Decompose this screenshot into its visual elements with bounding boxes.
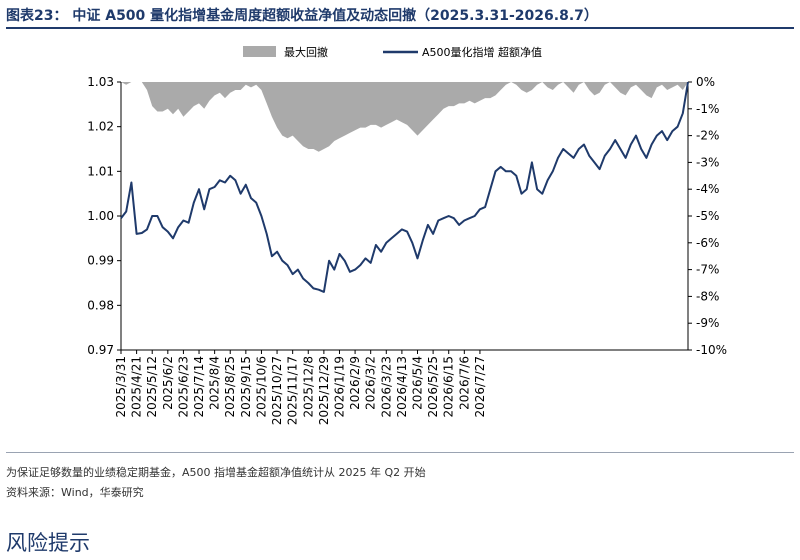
legend-swatch-drawdown — [243, 46, 276, 57]
y-right-tick-label: -6% — [696, 236, 719, 250]
y-left-tick-label: 0.99 — [87, 254, 114, 268]
title-divider — [6, 27, 794, 29]
x-tick-label: 2025/3/31 — [114, 356, 128, 418]
legend-label-drawdown: 最大回撤 — [284, 45, 328, 59]
series-nav-line — [120, 81, 689, 293]
plot-area: 0.97 0.98 0.99 1.00 1.01 1.02 1.03 0% -1% -2% -3% -… — [87, 75, 727, 425]
y-left-tick-label: 0.98 — [87, 298, 114, 312]
x-tick-label: 2025/8/4 — [208, 356, 222, 410]
x-tick-label: 2026/6/15 — [442, 356, 456, 418]
x-tick-label: 2026/1/19 — [332, 356, 346, 418]
y-left-tick-label: 0.97 — [87, 343, 114, 357]
series-drawdown-area — [121, 82, 688, 152]
x-tick-label: 2025/12/29 — [317, 356, 331, 425]
x-tick-label: 2025/10/27 — [270, 356, 284, 425]
y-right-tick-label: 0% — [696, 75, 715, 89]
y-right-tick-label: -2% — [696, 129, 719, 143]
figure-title: 图表23： 中证 A500 量化指增基金周度超额收益净值及动态回撤（2025.3… — [6, 8, 598, 24]
x-tick-label: 2025/6/2 — [161, 356, 175, 410]
x-tick-label: 2026/4/13 — [395, 356, 409, 418]
x-tick-label: 2026/3/23 — [379, 356, 393, 418]
legend-label-nav: A500量化指增 超额净值 — [422, 45, 542, 59]
y-right-tick-label: -9% — [696, 316, 719, 330]
x-tick-label: 2026/7/6 — [457, 356, 471, 410]
y-right-tick-label: -1% — [696, 102, 719, 116]
x-tick-label: 2025/9/15 — [239, 356, 253, 418]
footer-divider — [6, 452, 794, 453]
source-note: 资料来源：Wind，华泰研究 — [6, 486, 144, 499]
x-tick-label: 2026/7/27 — [473, 356, 487, 418]
y-left-tick-label: 1.02 — [87, 120, 114, 134]
y-right-tick-label: -7% — [696, 263, 719, 277]
x-tick-label: 2026/5/4 — [411, 356, 425, 410]
y-right-tick-label: -3% — [696, 155, 719, 169]
y-left-tick-label: 1.00 — [87, 209, 114, 223]
x-tick-label: 2025/10/6 — [254, 356, 268, 418]
x-tick-label: 2026/2/9 — [348, 356, 362, 410]
x-tick-label: 2026/5/25 — [426, 356, 440, 418]
x-tick-label: 2025/12/8 — [301, 356, 315, 418]
y-left-tick-label: 1.03 — [87, 75, 114, 89]
section-heading: 风险提示 — [6, 531, 90, 555]
y-right-tick-label: -4% — [696, 182, 719, 196]
x-tick-label: 2025/4/21 — [130, 356, 144, 418]
x-tick-label: 2025/7/14 — [192, 356, 206, 418]
y-right-tick-label: -8% — [696, 289, 719, 303]
x-tick-label: 2025/6/23 — [176, 356, 190, 418]
x-tick-label: 2026/3/2 — [364, 356, 378, 410]
y-right-tick-label: -10% — [696, 343, 727, 357]
chart: 0.97 0.98 0.99 1.00 1.01 1.02 1.03 0% -1% -2% -3% -… — [87, 45, 727, 425]
legend: 最大回撤 A500量化指增 超额净值 — [243, 45, 542, 59]
y-right-tick-label: -5% — [696, 209, 719, 223]
x-tick-label: 2025/8/25 — [223, 356, 237, 418]
footnote: 为保证足够数量的业绩稳定期基金，A500 指增基金超额净值统计从 2025 年 … — [6, 466, 426, 479]
x-tick-label: 2025/5/12 — [145, 356, 159, 418]
x-tick-label: 2025/11/17 — [286, 356, 300, 425]
y-left-tick-label: 1.01 — [87, 164, 114, 178]
